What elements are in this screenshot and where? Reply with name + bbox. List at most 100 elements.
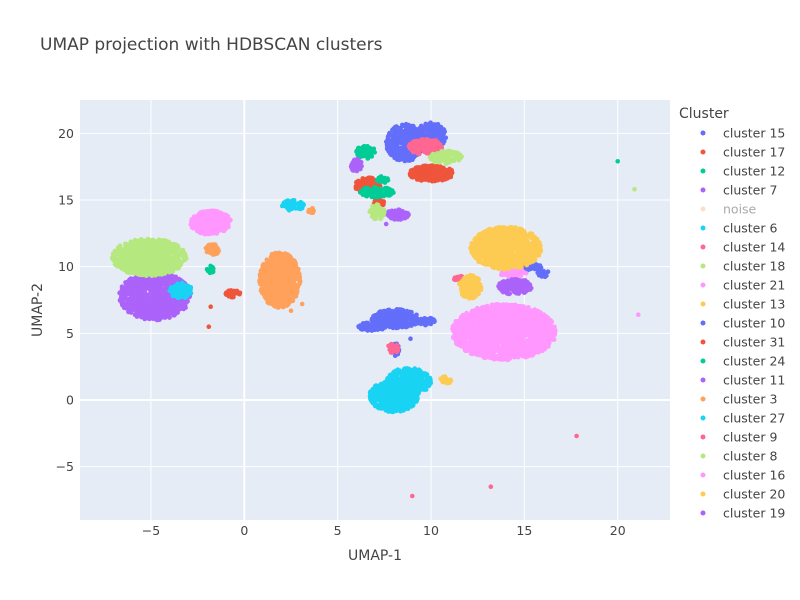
data-point[interactable] — [377, 176, 383, 181]
data-point[interactable] — [399, 402, 405, 407]
data-point[interactable] — [379, 211, 384, 217]
data-point[interactable] — [371, 194, 376, 200]
data-point[interactable] — [176, 276, 182, 282]
data-point[interactable] — [160, 290, 165, 296]
data-point[interactable] — [392, 378, 397, 384]
data-point[interactable] — [415, 145, 421, 150]
data-point[interactable] — [138, 238, 144, 243]
data-point[interactable] — [147, 316, 152, 322]
data-point[interactable] — [365, 188, 371, 194]
data-point[interactable] — [424, 372, 430, 378]
data-point[interactable] — [441, 128, 446, 134]
data-point[interactable] — [184, 299, 190, 305]
data-point[interactable] — [124, 296, 129, 301]
data-point[interactable] — [439, 149, 445, 155]
data-point[interactable] — [406, 144, 412, 149]
data-point[interactable] — [291, 198, 296, 204]
data-point[interactable] — [404, 212, 410, 217]
data-point[interactable] — [421, 380, 426, 386]
data-point[interactable] — [223, 290, 229, 296]
data-point[interactable] — [409, 392, 415, 398]
data-point[interactable] — [394, 369, 399, 375]
data-point[interactable] — [136, 288, 141, 294]
data-point[interactable] — [356, 166, 362, 171]
data-point[interactable] — [402, 369, 407, 374]
data-points[interactable] — [110, 120, 641, 499]
data-point[interactable] — [151, 301, 156, 307]
data-point[interactable] — [427, 167, 433, 173]
data-point[interactable] — [358, 189, 364, 195]
data-point[interactable] — [410, 371, 416, 377]
data-point[interactable] — [405, 317, 411, 322]
data-point[interactable] — [395, 313, 401, 318]
data-point[interactable] — [149, 241, 155, 247]
data-point[interactable] — [382, 396, 388, 402]
data-point[interactable] — [150, 237, 156, 243]
data-point[interactable] — [388, 150, 394, 155]
data-point[interactable] — [163, 307, 168, 313]
data-point[interactable] — [394, 149, 400, 155]
data-point[interactable] — [383, 387, 389, 393]
data-point[interactable] — [366, 175, 372, 181]
data-point[interactable] — [165, 276, 170, 282]
data-point[interactable] — [410, 156, 416, 162]
data-point[interactable] — [384, 139, 389, 144]
data-point[interactable] — [398, 322, 403, 328]
data-point[interactable] — [391, 314, 397, 319]
data-point[interactable] — [171, 288, 176, 293]
data-point[interactable] — [372, 394, 378, 399]
data-point[interactable] — [401, 135, 406, 141]
data-point[interactable] — [125, 289, 130, 295]
data-point[interactable] — [403, 146, 409, 152]
data-point[interactable] — [389, 319, 394, 324]
data-point[interactable] — [233, 288, 239, 294]
data-point[interactable] — [390, 213, 395, 218]
data-point[interactable] — [377, 395, 383, 401]
data-point[interactable] — [396, 208, 402, 213]
data-point[interactable] — [172, 292, 178, 298]
data-point[interactable] — [409, 309, 414, 315]
data-point[interactable] — [128, 268, 134, 274]
data-point[interactable] — [155, 300, 160, 305]
data-point[interactable] — [182, 290, 188, 296]
data-point[interactable] — [421, 176, 427, 182]
data-point[interactable] — [401, 383, 406, 389]
data-point[interactable] — [385, 309, 391, 314]
data-point[interactable] — [128, 310, 134, 315]
data-point[interactable] — [433, 122, 438, 127]
data-point[interactable] — [391, 135, 397, 141]
data-point[interactable] — [422, 148, 427, 154]
data-point[interactable] — [391, 389, 397, 395]
data-point[interactable] — [116, 262, 122, 268]
data-point[interactable] — [159, 269, 164, 274]
data-point[interactable] — [445, 176, 450, 181]
data-point[interactable] — [414, 384, 420, 390]
data-point[interactable] — [368, 323, 374, 329]
data-point[interactable] — [159, 278, 164, 283]
data-point[interactable] — [177, 305, 182, 311]
data-point[interactable] — [382, 190, 388, 195]
data-point[interactable] — [135, 248, 140, 253]
data-point[interactable] — [156, 255, 161, 260]
data-point[interactable] — [394, 405, 399, 411]
data-point[interactable] — [449, 168, 455, 173]
data-point[interactable] — [145, 236, 151, 242]
data-point[interactable] — [386, 343, 391, 349]
data-point[interactable] — [615, 159, 620, 164]
data-point[interactable] — [154, 294, 159, 299]
data-point[interactable] — [364, 193, 370, 199]
data-point[interactable] — [134, 314, 140, 319]
data-point[interactable] — [433, 173, 439, 179]
data-point[interactable] — [409, 398, 415, 404]
data-point[interactable] — [452, 275, 458, 281]
data-point[interactable] — [408, 123, 414, 129]
data-point[interactable] — [128, 279, 134, 285]
data-point[interactable] — [144, 309, 149, 315]
data-point[interactable] — [208, 304, 213, 310]
data-point[interactable] — [113, 250, 118, 256]
data-point[interactable] — [632, 187, 637, 192]
data-point[interactable] — [132, 252, 137, 258]
data-point[interactable] — [398, 145, 404, 151]
data-point[interactable] — [367, 390, 373, 395]
data-point[interactable] — [152, 268, 157, 273]
